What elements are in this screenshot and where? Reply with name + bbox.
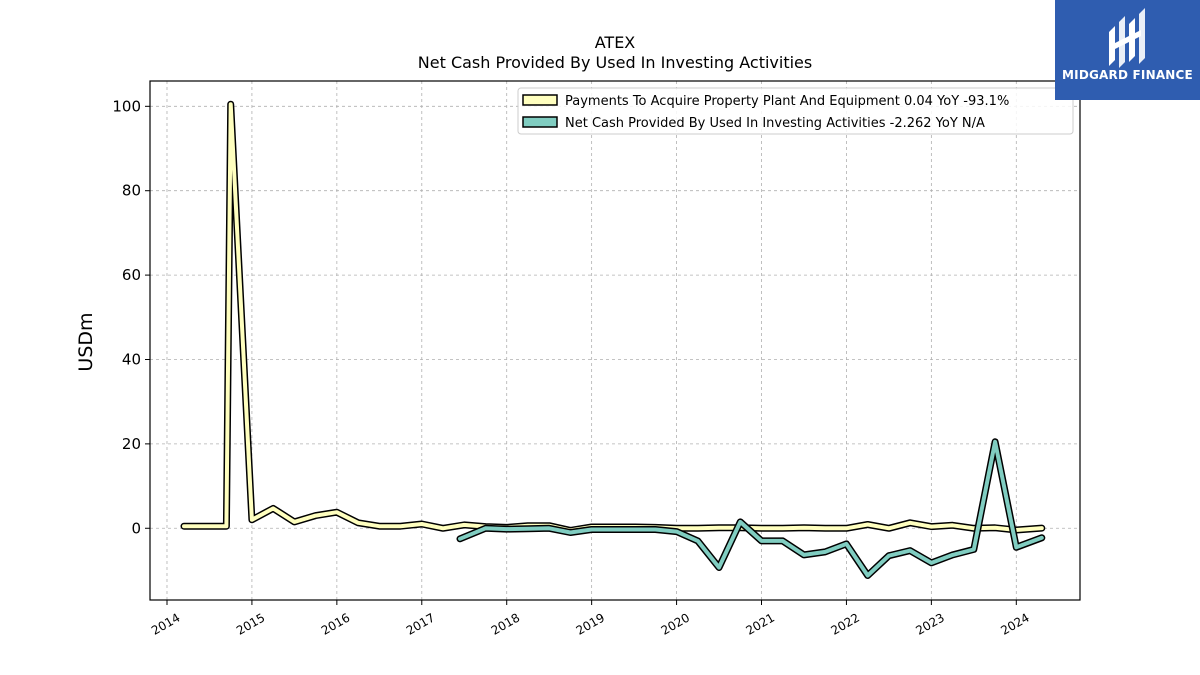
plot-area (149, 80, 1081, 601)
x-tick-label: 2024 (998, 610, 1031, 637)
series-layer (180, 100, 1046, 579)
brand-name: MIDGARD FINANCE (1062, 68, 1193, 82)
legend-label: Payments To Acquire Property Plant And E… (565, 94, 1009, 109)
y-tick-label: 20 (122, 435, 141, 453)
x-tick-label: 2018 (489, 610, 522, 637)
x-tick-label: 2020 (659, 610, 692, 637)
x-tick-label: 2019 (574, 610, 607, 637)
legend-box (517, 87, 1074, 135)
legend: Payments To Acquire Property Plant And E… (517, 87, 1074, 135)
y-tick-label: 80 (122, 182, 141, 200)
x-tick-label: 2022 (828, 610, 861, 637)
y-axis-label: USDm (75, 312, 97, 371)
brand-logo: MIDGARD FINANCE (1055, 0, 1200, 100)
x-tick-label: 2015 (234, 610, 267, 637)
y-tick-label: 0 (131, 519, 141, 537)
chart-title: ATEX (595, 33, 636, 52)
x-tick-label: 2023 (913, 610, 946, 637)
y-tick-label: 100 (112, 97, 141, 115)
x-tick-label: 2017 (404, 610, 437, 637)
x-tick-label: 2021 (744, 610, 777, 637)
y-tick-label: 60 (122, 266, 141, 284)
legend-swatch (522, 94, 558, 106)
series-2-line (458, 439, 1044, 578)
x-tick-label: 2014 (149, 610, 182, 637)
chart-subtitle: Net Cash Provided By Used In Investing A… (418, 53, 812, 72)
series-1-line-outline (180, 100, 1046, 534)
legend-swatch (522, 116, 558, 128)
x-axis: 2014 2015 2016 2017 2018 2019 2020 2021 2022 2023… (149, 600, 1032, 638)
x-tick-label: 2016 (319, 610, 352, 637)
series-1-line (182, 102, 1044, 533)
y-axis: 0 20 40 60 80 100 (112, 97, 150, 537)
y-tick-label: 40 (122, 350, 141, 368)
legend-label: Net Cash Provided By Used In Investing A… (565, 116, 985, 131)
midgard-logo-icon (1109, 8, 1145, 68)
